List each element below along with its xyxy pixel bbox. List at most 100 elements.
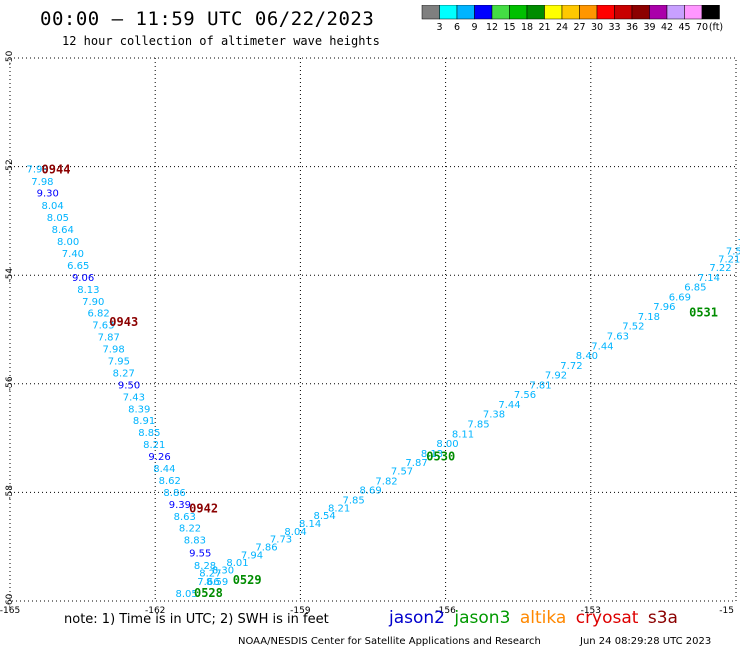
wave-height-label: 8.69 — [359, 486, 381, 497]
wave-height-label: 8.62 — [159, 476, 181, 487]
colorbar-tick-label: 36 — [626, 22, 638, 33]
wave-height-label: 8.01 — [226, 558, 248, 569]
wave-height-label: 8.40 — [576, 351, 598, 362]
wave-height-label: 7.85 — [343, 496, 365, 507]
y-tick-label: -58 — [5, 485, 15, 500]
y-tick-label: -50 — [5, 50, 15, 65]
wave-height-label: 9.06 — [72, 273, 94, 284]
wave-height-label: 8.05 — [176, 589, 198, 600]
wave-height-label: 8.04 — [284, 527, 306, 538]
colorbar-tick-label: 24 — [556, 22, 568, 33]
wave-height-label: 6.65 — [67, 261, 89, 272]
wave-height-label: 8.44 — [153, 464, 175, 475]
wave-height-label: 7.87 — [405, 458, 427, 469]
x-tick-label: -162 — [145, 606, 165, 616]
wave-height-label: 9.50 — [118, 380, 140, 391]
y-tick-label: -54 — [5, 268, 15, 283]
wave-height-label: 7.59 — [726, 246, 740, 257]
wave-height-label: 7.63 — [92, 321, 114, 332]
legend-jason2: jason2 — [389, 608, 445, 628]
colorbar-unit: (ft) — [709, 22, 723, 33]
wave-height-label: 8.21 — [328, 504, 350, 515]
wave-height-label: 6.69 — [669, 292, 691, 303]
wave-height-label: 7.82 — [375, 476, 397, 487]
wave-height-label: 7.44 — [498, 400, 520, 411]
wave-height-label: 7 — [738, 238, 740, 249]
wave-height-label: 8.22 — [179, 524, 201, 535]
wave-height-label: 7.57 — [391, 467, 413, 478]
colorbar-tick-label: 21 — [538, 22, 550, 33]
legend-cryosat: cryosat — [575, 608, 639, 628]
colorbar-tick-label: 18 — [521, 22, 533, 33]
footer-note: note: 1) Time is in UTC; 2) SWH is in fe… — [64, 612, 329, 627]
colorbar-swatch — [701, 5, 720, 20]
wave-height-label: 7.43 — [123, 392, 145, 403]
wave-height-label: 9.39 — [169, 500, 191, 511]
chart-title: 00:00 – 11:59 UTC 06/22/2023 — [40, 8, 375, 30]
wave-height-label: 8.13 — [77, 285, 99, 296]
wave-height-label: 6.82 — [87, 309, 109, 320]
wave-height-label: 8.85 — [138, 428, 160, 439]
pass-time-label: 0529 — [233, 573, 262, 587]
legend-s3a: s3a — [647, 608, 678, 628]
wave-height-label: 7.56 — [514, 390, 536, 401]
y-tick-label: -52 — [5, 159, 15, 174]
x-tick-label: -159 — [290, 606, 311, 616]
wave-height-label: 7.73 — [270, 535, 292, 546]
pass-time-label: 0943 — [109, 315, 138, 329]
colorbar-tick-label: 42 — [661, 22, 673, 33]
x-tick-label: -165 — [0, 606, 20, 616]
colorbar-tick-label: 45 — [678, 22, 690, 33]
wave-height-label: 8.59 — [206, 577, 228, 588]
wave-height-label: 7.63 — [607, 332, 629, 343]
wave-height-label: 7.85 — [467, 419, 489, 430]
credit-text: NOAA/NESDIS Center for Satellite Applica… — [238, 636, 541, 647]
wave-height-label: 7.94 — [241, 550, 263, 561]
wave-height-label: 7.52 — [622, 322, 644, 333]
colorbar-tick-label: 9 — [471, 22, 477, 33]
wave-height-label: 8.83 — [184, 536, 206, 547]
x-tick-label: -153 — [581, 606, 601, 616]
y-tick-label: -60 — [5, 593, 15, 608]
colorbar-tick-label: 33 — [608, 22, 620, 33]
colorbar-tick-label: 70 — [696, 22, 708, 33]
colorbar-tick-label: 12 — [486, 22, 498, 33]
wave-height-label: 8.86 — [163, 488, 185, 499]
colorbar-tick-label: 39 — [643, 22, 655, 33]
wave-height-label: 8.21 — [143, 440, 165, 451]
legend-jason3: jason3 — [454, 608, 511, 628]
wave-height-label: 8.13 — [421, 449, 443, 460]
wave-height-label: 7.87 — [98, 333, 120, 344]
wave-height-label: 9.55 — [189, 549, 211, 560]
wave-height-label: 7.96 — [653, 302, 675, 313]
wave-height-label: 6.85 — [684, 283, 706, 294]
legend-altika: altika — [519, 608, 567, 628]
wave-height-label: 7.44 — [591, 341, 613, 352]
wave-height-label: 7.40 — [62, 249, 84, 260]
wave-height-label: 7.99 — [26, 164, 48, 175]
satellite-legend: jason2 jason3 altika cryosat s3a — [389, 608, 682, 628]
colorbar-tick-label: 3 — [436, 22, 442, 33]
pass-time-label: 0531 — [689, 306, 718, 320]
wave-height-label: 8.27 — [113, 368, 135, 379]
wave-height-label: 8.00 — [57, 237, 79, 248]
wave-height-label: 7.86 — [255, 543, 277, 554]
wave-height-label: 7.22 — [709, 263, 731, 274]
wave-height-label: 9.30 — [37, 189, 59, 200]
colorbar-tick-label: 30 — [591, 22, 603, 33]
wave-height-label: 7.92 — [545, 371, 567, 382]
wave-height-label: 7.81 — [529, 380, 551, 391]
wave-height-label: 7.98 — [31, 177, 53, 188]
pass-time-label: 0944 — [42, 162, 71, 176]
wave-height-label: 8.91 — [133, 416, 155, 427]
x-tick-label: -15 — [719, 606, 734, 616]
wave-height-label: 8.00 — [436, 439, 458, 450]
colorbar-tick-label: 6 — [454, 22, 460, 33]
colorbar-tick-label: 15 — [503, 22, 515, 33]
wave-height-label: 8.11 — [452, 429, 474, 440]
plot-frame — [9, 57, 737, 602]
wave-height-label: 7.38 — [483, 410, 505, 421]
wave-height-label: 8.05 — [47, 213, 69, 224]
wave-height-label: 8.14 — [299, 519, 321, 530]
